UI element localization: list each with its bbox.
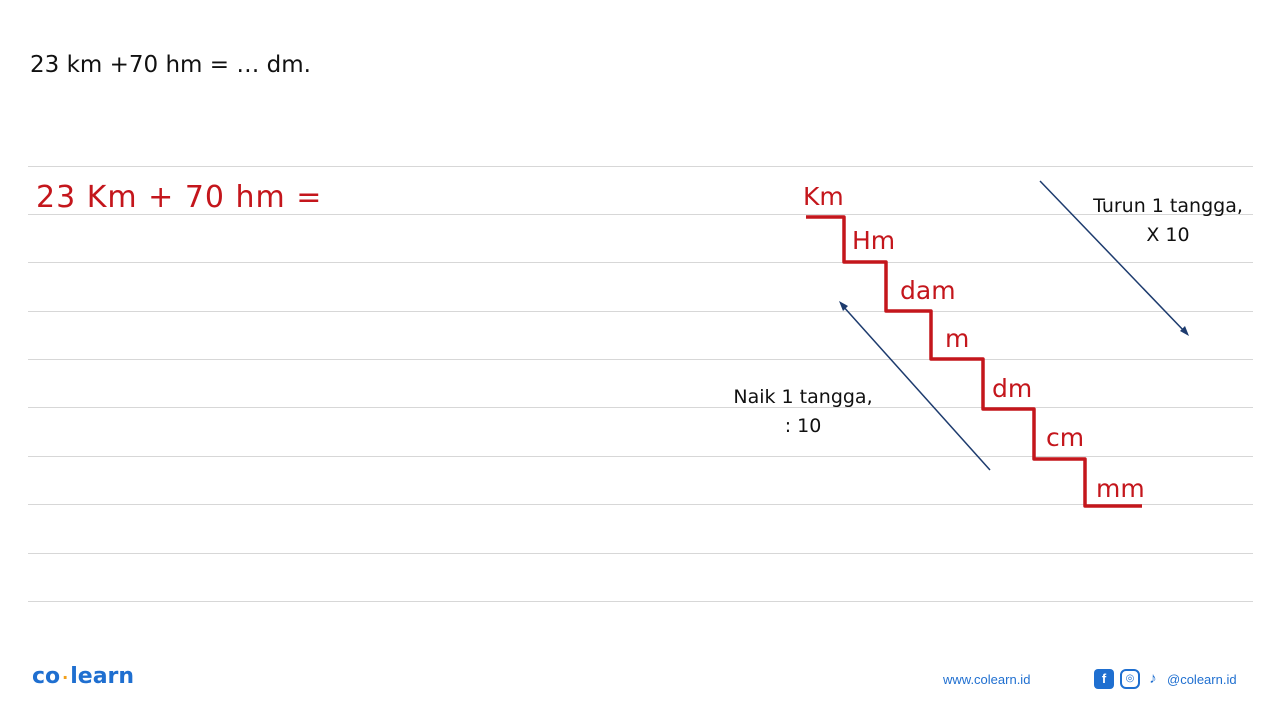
unit-cm: cm xyxy=(1046,423,1085,452)
colearn-logo: co ·learn xyxy=(32,664,134,689)
rule-line xyxy=(28,262,1253,263)
logo-dot-icon: · xyxy=(62,668,69,687)
up-arrow-line xyxy=(841,304,991,471)
logo-right: learn xyxy=(70,664,135,689)
unit-hm: Hm xyxy=(852,226,896,255)
footer-handle[interactable]: @colearn.id xyxy=(1167,672,1237,687)
tiktok-icon[interactable]: ♪ xyxy=(1149,670,1157,687)
down-arrow-line xyxy=(1039,180,1187,334)
handwritten-equation: 23 Km + 70 hm = xyxy=(36,180,323,215)
unit-dam: dam xyxy=(900,276,956,305)
question-text: 23 km +70 hm = … dm. xyxy=(30,52,311,78)
rule-line xyxy=(28,601,1253,602)
note-step-up: Naik 1 tangga, : 10 xyxy=(718,383,888,441)
facebook-icon[interactable]: f xyxy=(1094,669,1114,689)
rule-line xyxy=(28,456,1253,457)
unit-dm: dm xyxy=(992,374,1033,403)
instagram-icon[interactable]: ◎ xyxy=(1120,669,1140,689)
staircase-line xyxy=(806,215,1142,508)
down-arrow-head xyxy=(1180,326,1189,336)
rule-line xyxy=(28,359,1253,360)
logo-left: co xyxy=(32,664,61,689)
note-step-down: Turun 1 tangga, X 10 xyxy=(1078,192,1258,250)
rule-line xyxy=(28,504,1253,505)
note-step-down-line2: X 10 xyxy=(1146,224,1190,246)
rule-line xyxy=(28,166,1253,167)
note-step-up-line1: Naik 1 tangga, xyxy=(733,386,873,408)
note-step-down-line1: Turun 1 tangga, xyxy=(1093,195,1243,217)
footer-url[interactable]: www.colearn.id xyxy=(943,672,1031,687)
unit-km: Km xyxy=(803,182,844,211)
note-step-up-line2: : 10 xyxy=(784,415,822,437)
up-arrow-head xyxy=(839,301,848,311)
rule-line xyxy=(28,553,1253,554)
unit-mm: mm xyxy=(1096,474,1145,503)
rule-line xyxy=(28,311,1253,312)
unit-m: m xyxy=(945,324,970,353)
rule-line xyxy=(28,214,1253,215)
rule-line xyxy=(28,407,1253,408)
